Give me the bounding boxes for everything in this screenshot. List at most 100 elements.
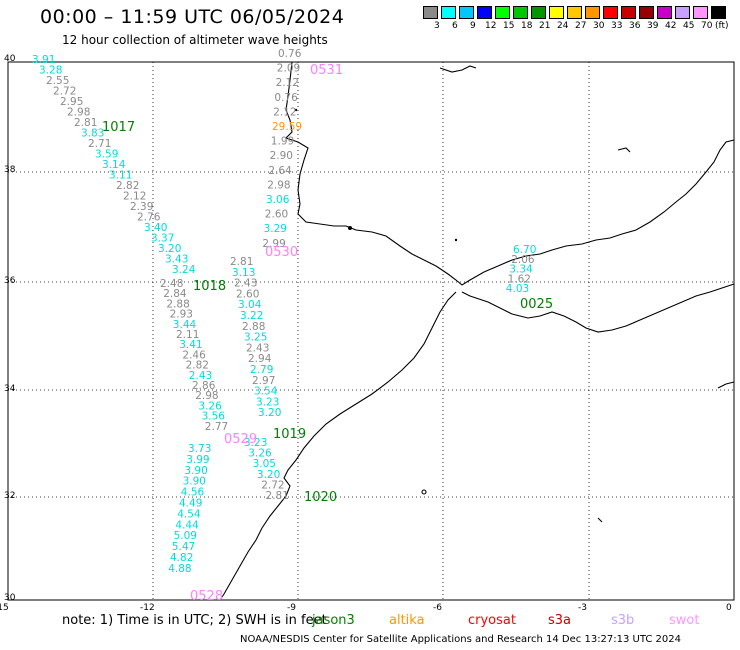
legend-label: 33 [611,21,623,31]
legend-swatch [567,6,582,19]
track-pass-label: 1020 [304,490,337,505]
wave-height-value: 3.13 [232,267,255,279]
wave-height-value: 3.43 [165,254,188,266]
legend-swatch [657,6,672,19]
wave-height-value: 2.90 [270,150,293,162]
track-pass-label: 0025 [520,297,553,312]
wave-height-value: 5.47 [172,541,195,553]
wave-height-value: 3.28 [39,65,62,77]
track-pass-label: 0530 [265,245,298,260]
wave-height-value: 0.76 [274,92,298,104]
legend-swatch [441,6,456,19]
wave-height-value: 4.88 [168,563,191,575]
wave-height-value: 2.98 [267,179,290,191]
wave-height-value: 2.79 [250,364,273,376]
wave-height-value: 4.49 [179,498,202,510]
wave-height-value: 2.72 [53,86,76,98]
wave-height-value: 3.14 [102,159,126,171]
wave-height-value: 2.64 [268,165,292,177]
wave-height-value: 3.73 [188,443,211,455]
wave-height-value: 2.95 [60,96,83,108]
wave-height-value: 4.82 [170,552,193,564]
wave-height-value: 4.54 [177,508,201,520]
wave-height-value: 3.90 [183,476,206,488]
graticule [8,62,734,600]
wave-height-value: 3.06 [266,194,290,206]
coastline [219,61,735,601]
legend-swatch [621,6,636,19]
wave-height-value: 2.60 [265,209,288,221]
track-pass-label: 0531 [310,63,343,78]
legend-swatch [423,6,438,19]
wave-height-value: 3.05 [253,458,276,470]
wave-height-value: 2.81 [230,256,253,268]
footer-note: note: 1) Time is in UTC; 2) SWH is in fe… [62,613,327,628]
legend-swatch [495,6,510,19]
track-pass-label: 1018 [193,279,226,294]
legend-label: 42 [665,21,677,31]
wave-height-value: 0.76 [278,48,302,60]
wave-height-value: 2.48 [160,278,183,290]
legend-label: 45 [683,21,695,31]
wave-height-value: 2.12 [276,77,299,89]
wave-height-value: 2.93 [170,309,193,321]
island-markers [294,108,458,242]
wave-height-value: 1.99 [271,136,294,148]
legend-unit: (ft) [715,21,729,31]
wave-height-value: 2.98 [195,390,218,402]
wave-height-value: 2.46 [182,349,206,361]
wave-height-value: 4.56 [181,487,205,499]
legend-swatch [459,6,474,19]
lat-tick-label: 34 [4,384,16,394]
mission-legend-s3a: s3a [548,613,572,628]
lat-tick-label: 30 [4,593,16,603]
track-pass-label: 0529 [224,432,257,447]
mission-legend-cryosat: cryosat [468,613,516,628]
wave-height-value: 3.25 [244,332,267,344]
wave-height-value: 2.55 [46,75,69,87]
wave-height-value: 2.94 [248,353,272,365]
lon-tick-label: -6 [433,603,442,613]
wave-height-value: 2.11 [176,329,199,341]
legend-swatch [585,6,600,19]
wave-height-value: 2.84 [163,288,187,300]
wave-height-value: 29.59 [272,121,302,133]
wave-height-value: 3.20 [257,469,280,481]
wave-height-value: 3.26 [248,448,272,460]
track-pass-label: 0528 [190,589,223,604]
legend-swatch [675,6,690,19]
mission-legend-jason3: jason3 [312,613,355,628]
wave-height-value: 2.06 [511,254,535,266]
lat-tick-label: 40 [4,54,16,64]
mission-legend-altika: altika [389,613,425,628]
wave-height-value: 2.43 [189,370,212,382]
wave-height-value: 2.86 [192,380,216,392]
lat-tick-label: 38 [4,165,16,175]
wave-height-value: 4.03 [506,283,529,295]
map-frame [7,61,735,601]
wave-height-value: 3.99 [186,454,209,466]
wave-height-value: 3.20 [258,407,281,419]
wave-height-value: 2.98 [67,107,90,119]
wave-height-value: 2.71 [88,138,111,150]
wave-height-value: 2.76 [137,212,161,224]
wave-height-value: 3.59 [95,149,118,161]
wave-height-value: 2.82 [186,360,209,372]
wave-height-value: 3.44 [173,319,197,331]
wave-observations: 0.76 2.09 2.12 0.76 2.12 29.59 1.99 2.90 2.64 2.9… [32,48,553,604]
wave-height-value: 3.26 [198,400,222,412]
wave-height-value: 3.41 [179,339,202,351]
legend-swatch [711,6,726,19]
wave-height-value: 3.29 [264,223,287,235]
wave-height-value: 3.11 [109,170,132,182]
legend-label: 12 [485,21,497,31]
lon-tick-label: -3 [578,603,587,613]
wave-height-value: 2.88 [166,298,189,310]
wave-height-value: 2.99 [262,238,285,250]
wave-height-value: 2.09 [277,63,300,75]
wave-height-value: 3.54 [254,386,278,398]
legend-label: 39 [647,21,659,31]
wave-height-value: 3.22 [240,310,263,322]
wave-height-value: 1.62 [508,273,531,285]
track-pass-label: 1017 [102,120,135,135]
